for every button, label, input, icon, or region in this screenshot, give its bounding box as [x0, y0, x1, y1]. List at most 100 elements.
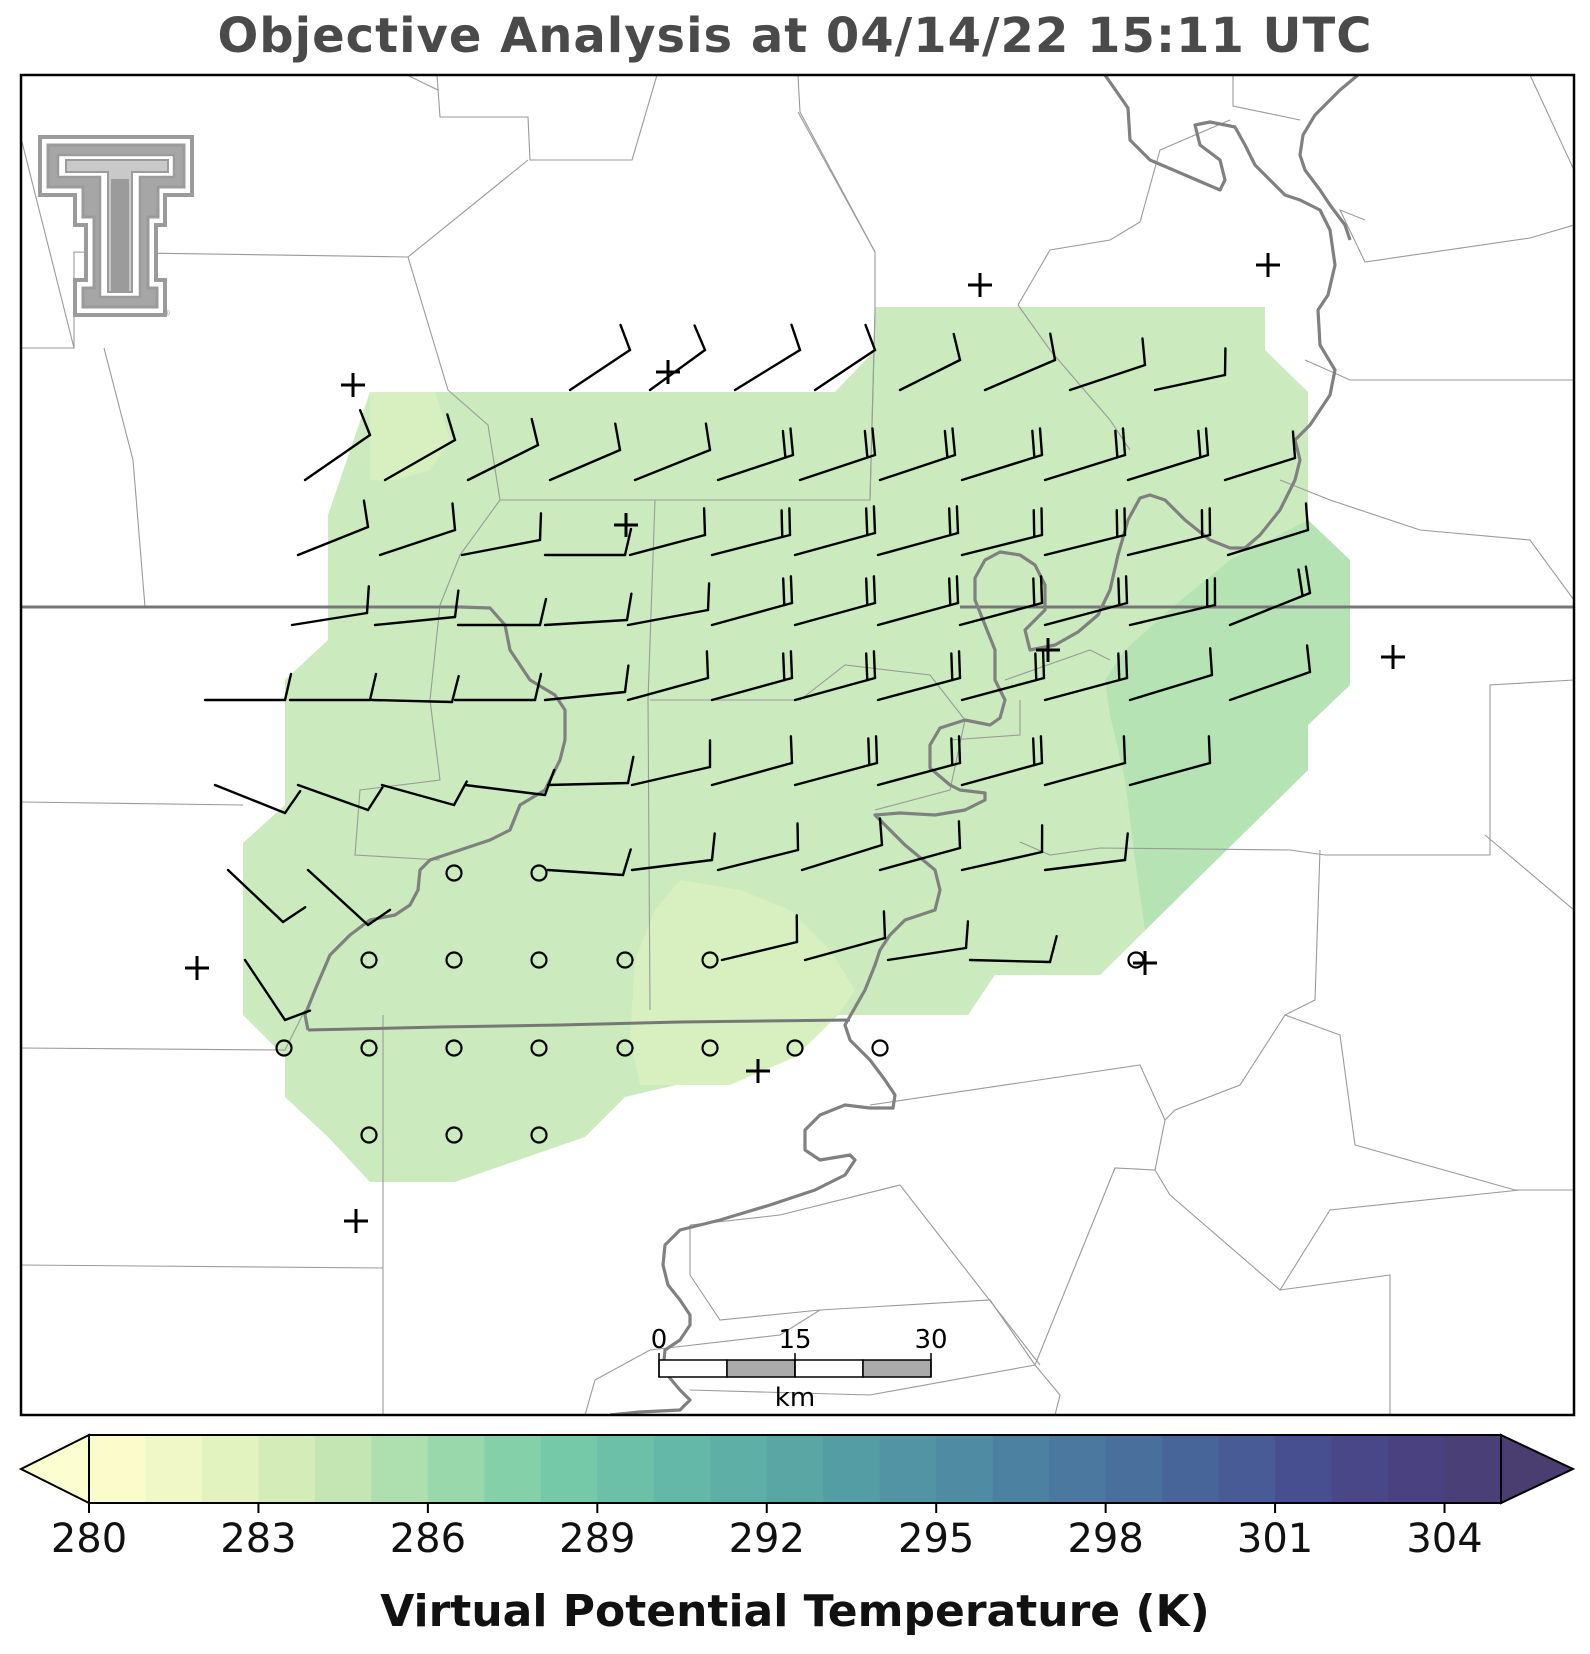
station-calm-marker	[530, 951, 548, 969]
station-calm-marker	[530, 1126, 548, 1144]
station-missing-marker	[1133, 951, 1157, 975]
colorbar-tick-label: 301	[1237, 1516, 1313, 1562]
wind-barb	[876, 505, 960, 557]
colorbar-extend-high	[1500, 1433, 1576, 1505]
wind-barb	[798, 427, 877, 482]
scale-segment-1	[658, 1359, 728, 1378]
map-frame	[19, 73, 1576, 1417]
wind-barb	[626, 650, 710, 702]
wind-barb	[370, 674, 460, 704]
scale-label-15: 15	[778, 1325, 811, 1355]
wind-barb	[213, 783, 302, 815]
station-missing-marker	[746, 1059, 770, 1083]
colorbar-segment	[1162, 1435, 1220, 1503]
wind-barb	[1043, 650, 1129, 702]
wind-barb	[878, 820, 962, 872]
wind-barb	[1153, 347, 1227, 392]
station-calm-marker	[701, 1039, 719, 1057]
wind-barb	[633, 422, 712, 482]
wind-barb	[1043, 735, 1127, 787]
wind-barb	[296, 783, 384, 812]
colorbar-segment	[1331, 1435, 1389, 1503]
colorbar-segment	[766, 1435, 824, 1503]
station-calm-marker	[445, 1126, 463, 1144]
wind-barb	[630, 739, 712, 787]
wind-barb	[456, 597, 548, 627]
colorbar-segment	[201, 1435, 260, 1503]
wind-barb	[720, 914, 799, 962]
colorbar-segment	[540, 1435, 598, 1503]
colorbar-segment	[1218, 1435, 1276, 1503]
colorbar-label: Virtual Potential Temperature (K)	[380, 1586, 1210, 1637]
station-calm-marker	[616, 1039, 634, 1057]
station-calm-marker	[786, 1039, 804, 1057]
wind-barb	[800, 817, 884, 872]
colorbar-tick-label: 304	[1406, 1516, 1482, 1562]
wind-barb	[1126, 427, 1210, 482]
colorbar-segment	[879, 1435, 937, 1503]
colorbar-segment	[936, 1435, 994, 1503]
wind-barb	[290, 585, 371, 627]
station-missing-marker	[614, 513, 638, 537]
wind-barb	[628, 507, 707, 557]
wind-barb	[1226, 502, 1310, 557]
colorbar-segment	[597, 1435, 655, 1503]
wind-barb	[968, 934, 1058, 964]
scale-segment-2	[726, 1359, 796, 1378]
wind-barb	[716, 427, 795, 482]
station-calm-marker	[445, 864, 463, 882]
wind-barb	[710, 650, 794, 702]
colorbar-segment	[1275, 1435, 1333, 1503]
wind-barb	[630, 832, 716, 872]
wind-barb	[378, 502, 457, 557]
wind-barb	[876, 575, 960, 627]
colorbar-segment	[484, 1435, 542, 1503]
wind-barb	[958, 575, 1044, 627]
scale-label-0: 0	[651, 1325, 668, 1355]
wind-barb	[546, 848, 632, 877]
station-calm-marker	[1127, 951, 1145, 969]
wind-barb	[710, 507, 792, 557]
wind-barb	[306, 868, 392, 927]
colorbar-segment	[314, 1435, 372, 1503]
wind-barb	[543, 527, 633, 557]
wind-barb	[1126, 507, 1212, 557]
station-missing-marker	[1381, 645, 1405, 669]
wind-barb	[898, 332, 962, 392]
station-missing-marker	[656, 360, 680, 384]
wind-barb	[960, 824, 1044, 872]
wind-barb	[793, 650, 877, 702]
wind-barb	[463, 768, 556, 797]
wind-barb	[1043, 427, 1127, 482]
scale-segment-4	[862, 1359, 932, 1378]
station-calm-marker	[445, 951, 463, 969]
wind-barb	[466, 417, 540, 482]
wind-barb	[803, 910, 887, 962]
colorbar-segments	[89, 1435, 1502, 1503]
map-panel[interactable]: ® 0 15 30 km	[21, 75, 1574, 1415]
station-calm-marker	[275, 1039, 293, 1057]
station-missing-marker	[968, 273, 992, 297]
wind-barb	[1223, 430, 1297, 482]
colorbar-segment	[710, 1435, 768, 1503]
station-calm-marker	[530, 1039, 548, 1057]
wind-barb	[203, 672, 293, 702]
texas-tech-logo: ®	[38, 135, 194, 319]
registered-mark: ®	[162, 309, 171, 319]
wind-barb	[1228, 565, 1312, 627]
scale-label-30: 30	[914, 1325, 947, 1355]
wind-barb	[876, 735, 962, 787]
analysis-fill-cooler-region	[630, 880, 855, 1085]
colorbar: 280 283 286 289 292 295 298 301 304	[18, 1433, 1576, 1562]
colorbar-segment	[1388, 1435, 1446, 1503]
wind-barbs	[203, 323, 1312, 1022]
wind-barb	[543, 664, 630, 702]
wind-barb	[1043, 575, 1129, 627]
station-markers	[185, 253, 1405, 1233]
station-missing-marker	[344, 1209, 368, 1233]
colorbar-tick-label: 283	[220, 1516, 296, 1562]
station-calm-marker	[616, 951, 634, 969]
colorbar-ticks: 280 283 286 289 292 295 298 301 304	[51, 1503, 1483, 1562]
wind-barb	[710, 735, 794, 787]
station-calm-marker	[701, 951, 719, 969]
